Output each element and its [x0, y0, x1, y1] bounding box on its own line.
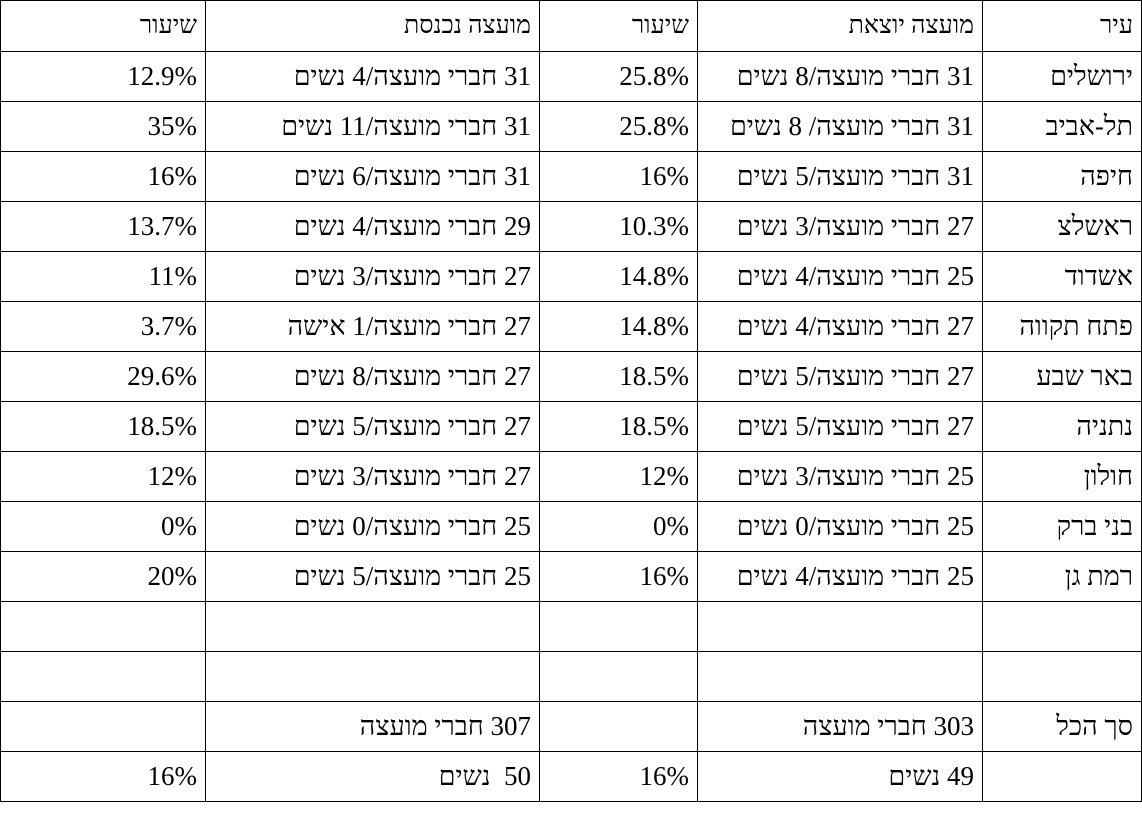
table-cell [205, 601, 540, 652]
table-row [0, 601, 1142, 652]
table-cell: אשדוד [982, 251, 1142, 302]
table-cell: 49 נשים [697, 751, 983, 802]
table-row: סך הכל 303 חברי מועצה 307 חברי מועצה [0, 701, 1142, 752]
table-cell [205, 651, 540, 702]
table-cell: 50 נשים [205, 751, 540, 802]
table-row: נתניה 27 חברי מועצה/5 נשים 18.5% 27 חברי מו… [0, 401, 1142, 452]
table-cell: 16% [0, 151, 206, 202]
table-cell: 14.8% [539, 251, 698, 302]
table-cell: 14.8% [539, 301, 698, 352]
table-row: ראשלצ 27 חברי מועצה/3 נשים 10.3% 29 חברי מו… [0, 201, 1142, 252]
table-row: חיפה 31 חברי מועצה/5 נשים 16% 31 חברי מועצה… [0, 151, 1142, 202]
table-row: רמת גן 25 חברי מועצה/4 נשים 16% 25 חברי מוע… [0, 551, 1142, 602]
table-cell: תל-אביב [982, 101, 1142, 152]
table-row: ירושלים 31 חברי מועצה/8 נשים 25.8% 31 חברי … [0, 51, 1142, 102]
table-cell: 307 חברי מועצה [205, 701, 540, 752]
table-cell: 303 חברי מועצה [697, 701, 983, 752]
table-cell: ירושלים [982, 51, 1142, 102]
table-cell: 35% [0, 101, 206, 152]
table-cell: 0% [0, 501, 206, 552]
table-cell: 25.8% [539, 51, 698, 102]
table-cell: 31 חברי מועצה/8 נשים [697, 51, 983, 102]
table-cell: 20% [0, 551, 206, 602]
table-cell: 31 חברי מועצה/5 נשים [697, 151, 983, 202]
table-row: תל-אביב 31 חברי מועצה/ 8 נשים 25.8% 31 חברי… [0, 101, 1142, 152]
table-cell: 12% [0, 451, 206, 502]
table-row: בני ברק 25 חברי מועצה/0 נשים 0% 25 חברי מוע… [0, 501, 1142, 552]
table-cell: 12.9% [0, 51, 206, 102]
header-cell: שיעור [539, 0, 698, 52]
header-cell: עיר [982, 0, 1142, 52]
table-cell: 25 חברי מועצה/4 נשים [697, 551, 983, 602]
table-cell [982, 651, 1142, 702]
table-cell: 31 חברי מועצה/4 נשים [205, 51, 540, 102]
table-cell: חולון [982, 451, 1142, 502]
table-cell [982, 751, 1142, 802]
table-cell: 27 חברי מועצה/5 נשים [205, 401, 540, 452]
table-body: עיר מועצה יוצאת שיעור מועצה נכנסת שיעור ירושל… [0, 0, 1142, 802]
table-cell: 0% [539, 501, 698, 552]
table-cell: 25 חברי מועצה/5 נשים [205, 551, 540, 602]
table-cell: 18.5% [0, 401, 206, 452]
table-cell: 27 חברי מועצה/3 נשים [205, 251, 540, 302]
table-cell: 25 חברי מועצה/0 נשים [205, 501, 540, 552]
table-cell: 25.8% [539, 101, 698, 152]
table-cell: 29.6% [0, 351, 206, 402]
table-cell: 18.5% [539, 401, 698, 452]
table-cell [982, 601, 1142, 652]
table-cell: 16% [539, 151, 698, 202]
header-cell: מועצה יוצאת [697, 0, 983, 52]
table-cell: 27 חברי מועצה/3 נשים [697, 201, 983, 252]
table-cell: פתח תקווה [982, 301, 1142, 352]
header-row: עיר מועצה יוצאת שיעור מועצה נכנסת שיעור [0, 0, 1142, 52]
table-cell: 16% [539, 551, 698, 602]
table-cell [697, 601, 983, 652]
table-row: באר שבע 27 חברי מועצה/5 נשים 18.5% 27 חברי … [0, 351, 1142, 402]
table-cell: 27 חברי מועצה/8 נשים [205, 351, 540, 402]
table-cell: נתניה [982, 401, 1142, 452]
table-cell: 31 חברי מועצה/ 8 נשים [697, 101, 983, 152]
table-row: פתח תקווה 27 חברי מועצה/4 נשים 14.8% 27 חבר… [0, 301, 1142, 352]
table-cell: 18.5% [539, 351, 698, 402]
data-table: עיר מועצה יוצאת שיעור מועצה נכנסת שיעור ירושל… [0, 0, 1142, 802]
table-cell: רמת גן [982, 551, 1142, 602]
table-cell: 16% [0, 751, 206, 802]
table-cell: 25 חברי מועצה/0 נשים [697, 501, 983, 552]
table-cell [0, 651, 206, 702]
header-cell: שיעור [0, 0, 206, 52]
table-cell [539, 651, 698, 702]
table-cell [539, 601, 698, 652]
table-row: 49 נשים 16% 50 נשים 16% [0, 751, 1142, 802]
table-row: אשדוד 25 חברי מועצה/4 נשים 14.8% 27 חברי מו… [0, 251, 1142, 302]
table-row: חולון 25 חברי מועצה/3 נשים 12% 27 חברי מועצ… [0, 451, 1142, 502]
table-cell [0, 601, 206, 652]
table-cell: 31 חברי מועצה/6 נשים [205, 151, 540, 202]
table-cell: חיפה [982, 151, 1142, 202]
table-cell: באר שבע [982, 351, 1142, 402]
table-cell: 11% [0, 251, 206, 302]
table-cell [0, 701, 206, 752]
table-cell: 27 חברי מועצה/5 נשים [697, 401, 983, 452]
table-cell: 29 חברי מועצה/4 נשים [205, 201, 540, 252]
table-row [0, 651, 1142, 702]
table-cell: 16% [539, 751, 698, 802]
table-cell: 31 חברי מועצה/11 נשים [205, 101, 540, 152]
table-cell [697, 651, 983, 702]
header-cell: מועצה נכנסת [205, 0, 540, 52]
table-cell [539, 701, 698, 752]
table-cell: 13.7% [0, 201, 206, 252]
table-cell: 27 חברי מועצה/5 נשים [697, 351, 983, 402]
table-cell: 10.3% [539, 201, 698, 252]
table-cell: 27 חברי מועצה/1 אישה [205, 301, 540, 352]
table-cell: בני ברק [982, 501, 1142, 552]
table-cell: 25 חברי מועצה/4 נשים [697, 251, 983, 302]
table-cell: 27 חברי מועצה/3 נשים [205, 451, 540, 502]
table-cell: 3.7% [0, 301, 206, 352]
table-cell: ראשלצ [982, 201, 1142, 252]
table-cell: סך הכל [982, 701, 1142, 752]
table-cell: 12% [539, 451, 698, 502]
table-cell: 25 חברי מועצה/3 נשים [697, 451, 983, 502]
table-cell: 27 חברי מועצה/4 נשים [697, 301, 983, 352]
